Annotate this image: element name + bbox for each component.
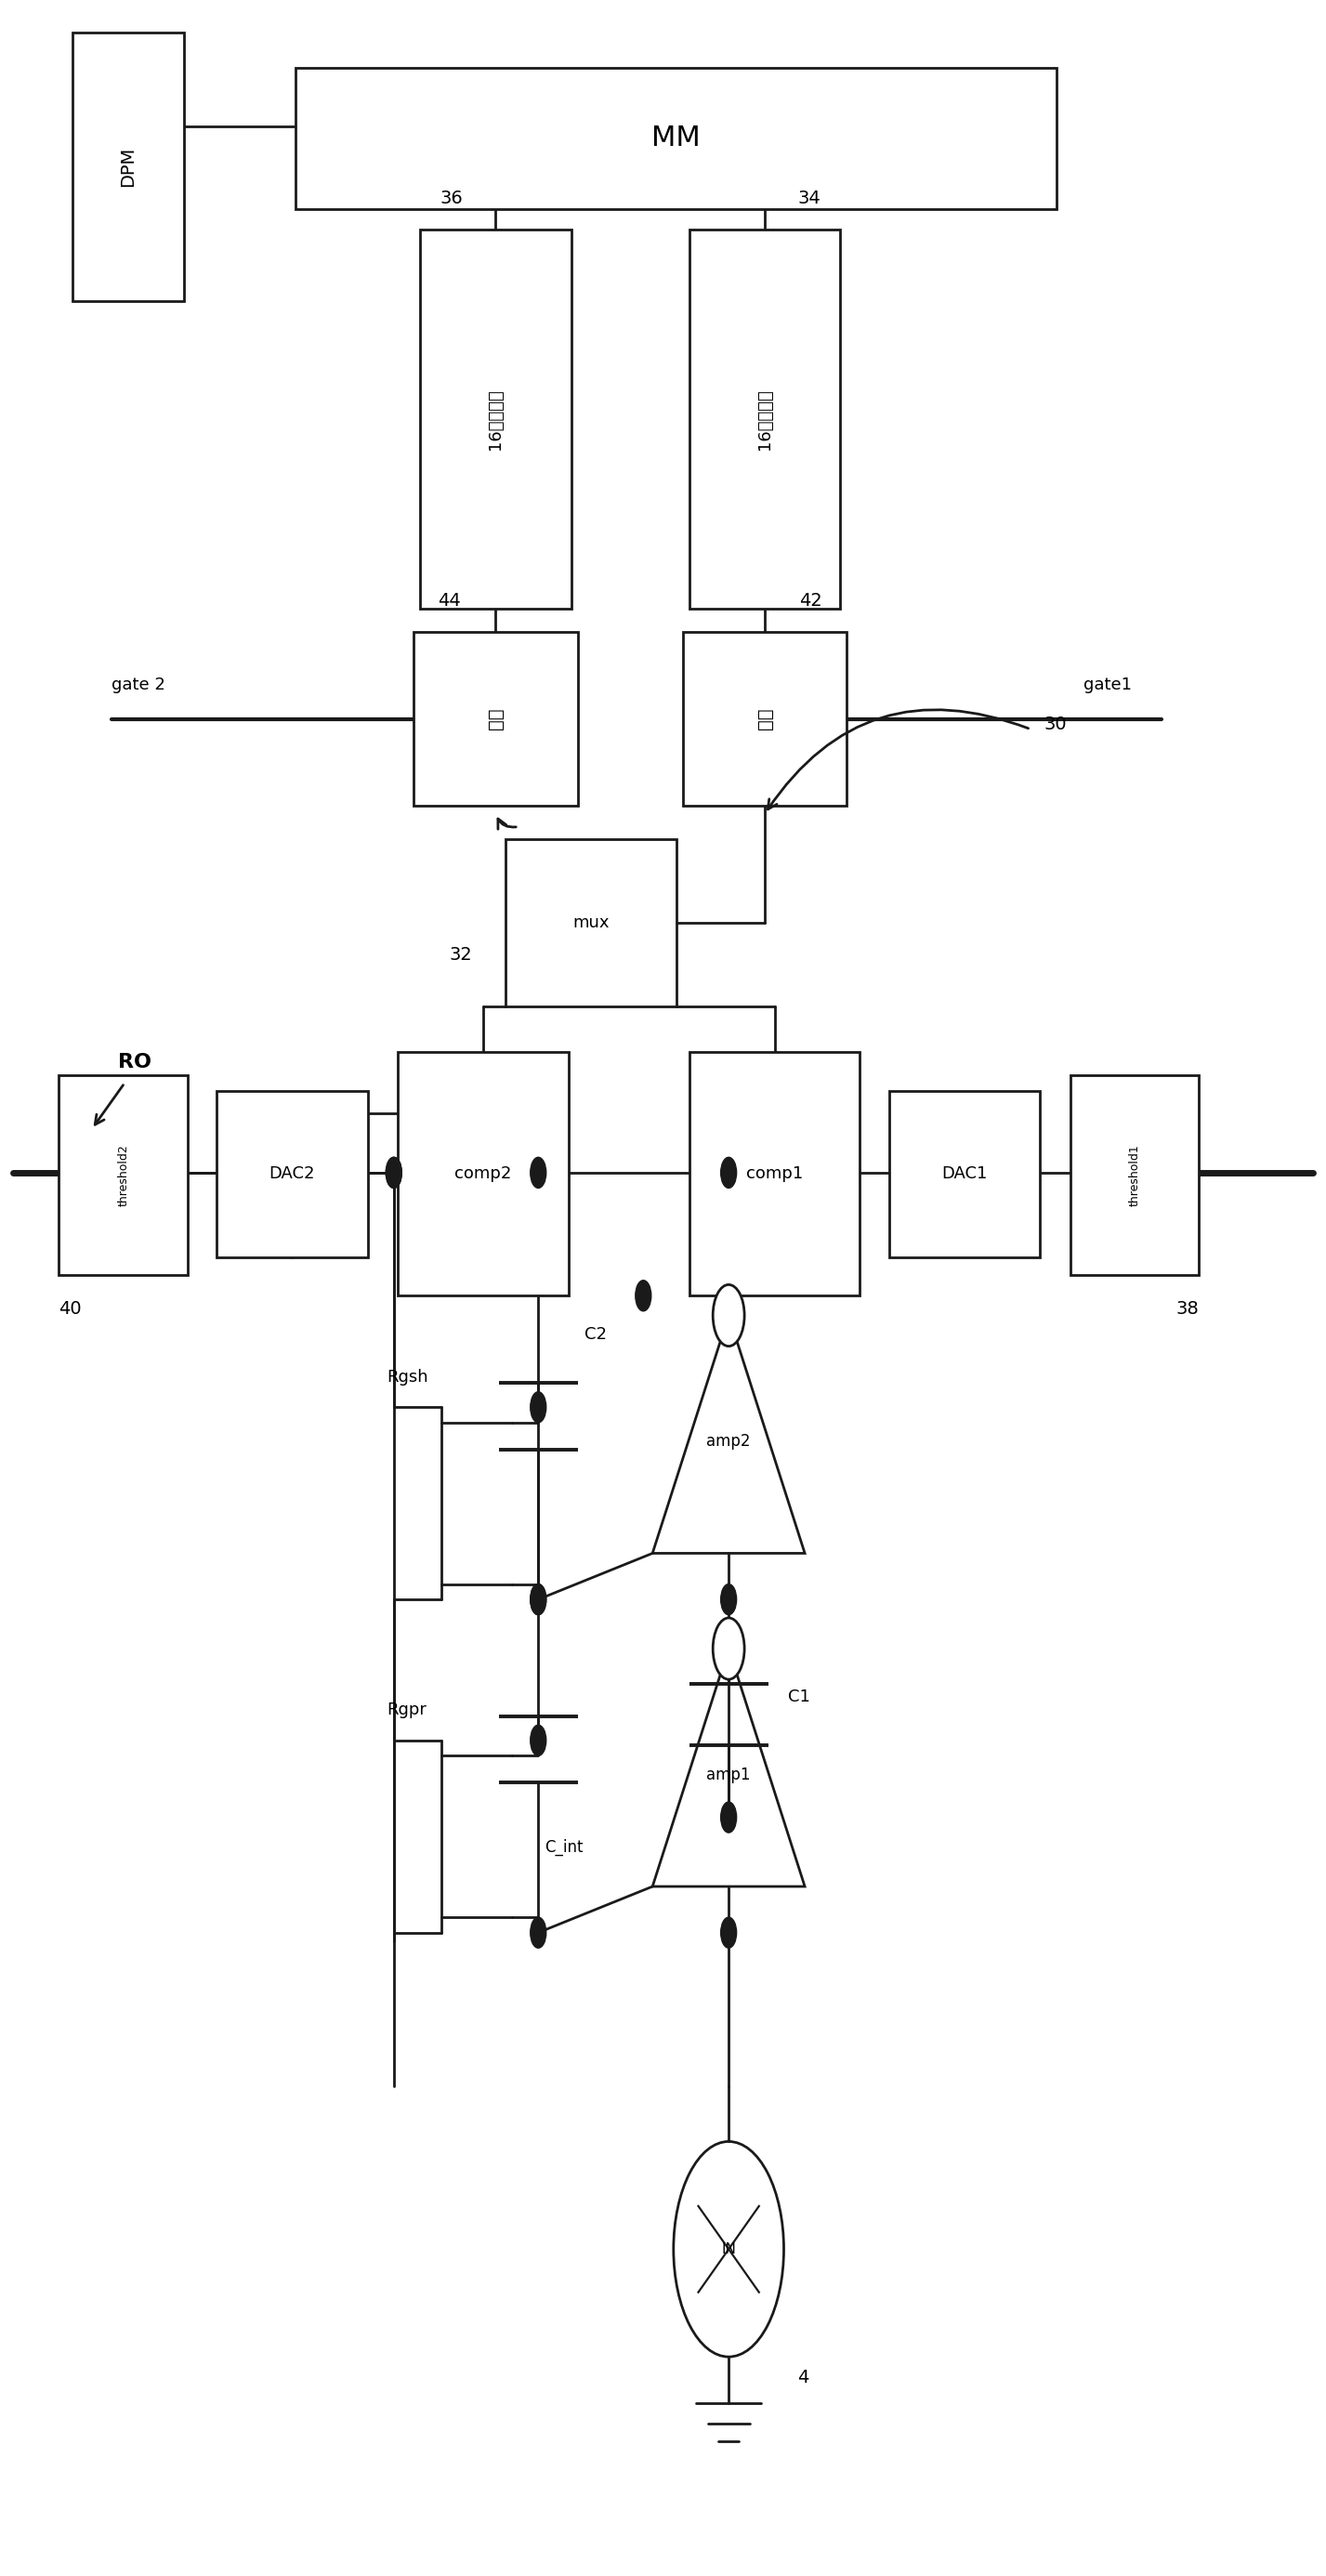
Bar (1070, 1074, 1199, 1275)
Circle shape (386, 1157, 402, 1188)
Bar (505, 840, 676, 1007)
Text: 16位计数器: 16位计数器 (756, 389, 773, 451)
Text: 16位计数器: 16位计数器 (487, 389, 504, 451)
Text: DAC2: DAC2 (269, 1164, 316, 1182)
Circle shape (635, 1280, 651, 1311)
Text: 44: 44 (438, 592, 461, 611)
Text: C2: C2 (585, 1327, 606, 1342)
Bar (690, 1051, 861, 1296)
Text: 选通: 选通 (756, 708, 773, 729)
Text: C_int: C_int (545, 1839, 583, 1855)
Text: Rgsh: Rgsh (387, 1368, 428, 1386)
Text: mux: mux (573, 914, 609, 930)
Circle shape (530, 1391, 546, 1422)
Bar (216, 1090, 367, 1257)
Text: 4: 4 (797, 2367, 809, 2385)
Bar (888, 1090, 1040, 1257)
Bar (420, 229, 572, 608)
Text: threshold1: threshold1 (1128, 1144, 1140, 1206)
Text: gate 2: gate 2 (111, 677, 166, 693)
Circle shape (530, 1726, 546, 1757)
Circle shape (530, 1584, 546, 1615)
Text: 选通: 选通 (487, 708, 504, 729)
Text: RO: RO (118, 1054, 151, 1072)
Circle shape (721, 1584, 736, 1615)
Circle shape (721, 1157, 736, 1188)
Circle shape (530, 1157, 546, 1188)
Bar (296, 67, 1057, 209)
Bar (72, 31, 184, 301)
Bar (58, 1074, 188, 1275)
Text: gate1: gate1 (1083, 677, 1131, 693)
Bar (690, 229, 841, 608)
Text: 40: 40 (58, 1301, 82, 1316)
Bar (683, 631, 847, 806)
Text: threshold2: threshold2 (117, 1144, 130, 1206)
Text: 34: 34 (798, 191, 821, 209)
Text: comp1: comp1 (747, 1164, 804, 1182)
Text: MM: MM (651, 126, 700, 152)
Text: 30: 30 (1044, 716, 1066, 734)
Text: Rgpr: Rgpr (387, 1703, 427, 1718)
Text: 42: 42 (800, 592, 822, 611)
Text: 32: 32 (450, 945, 472, 963)
Circle shape (713, 1285, 744, 1347)
Bar (398, 1051, 569, 1296)
Text: C1: C1 (788, 1690, 810, 1705)
Text: IN: IN (721, 2241, 736, 2257)
Text: amp2: amp2 (707, 1432, 751, 1450)
Circle shape (530, 1584, 546, 1615)
Text: DAC1: DAC1 (941, 1164, 988, 1182)
Text: 38: 38 (1176, 1301, 1199, 1316)
Circle shape (530, 1917, 546, 1947)
Circle shape (713, 1618, 744, 1680)
Bar (414, 631, 578, 806)
Text: comp2: comp2 (455, 1164, 512, 1182)
Text: DPM: DPM (119, 147, 137, 185)
Circle shape (721, 1917, 736, 1947)
Text: amp1: amp1 (707, 1767, 751, 1783)
Circle shape (386, 1157, 402, 1188)
Text: 36: 36 (440, 191, 463, 209)
Circle shape (721, 1801, 736, 1832)
